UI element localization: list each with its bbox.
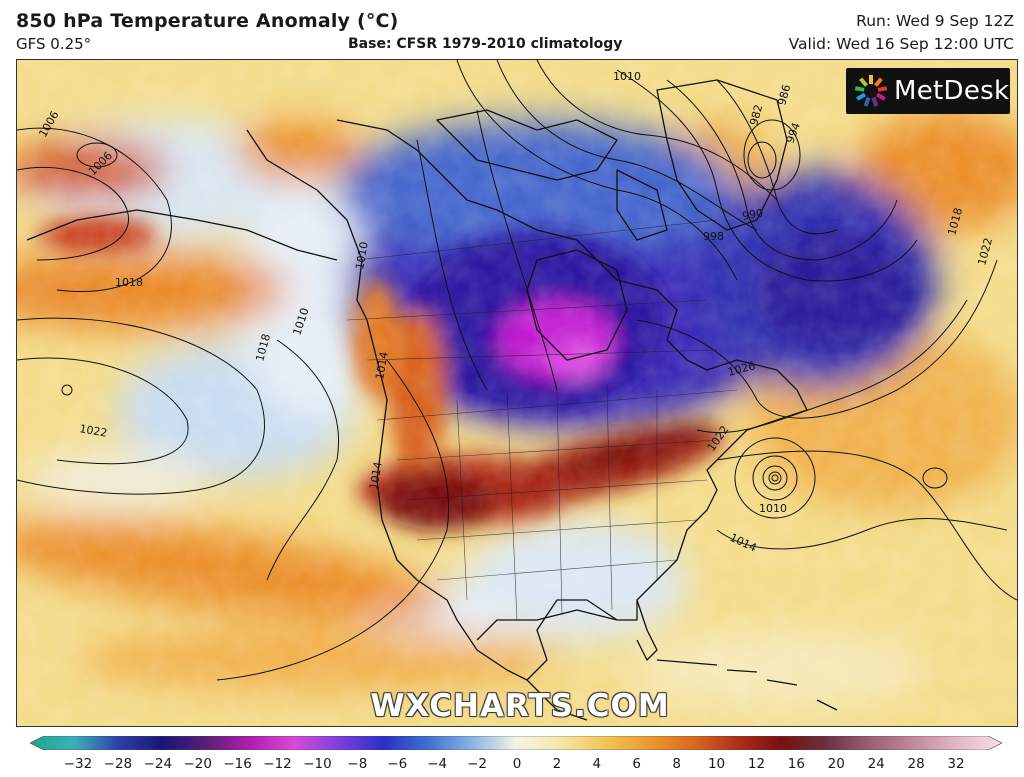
colorbar-tick-label: −4	[427, 756, 448, 772]
isobar	[76, 142, 118, 168]
colorbar-tick-label: 24	[867, 756, 885, 772]
colorbar-strip	[30, 736, 1002, 750]
isobar	[716, 79, 838, 235]
isobar	[216, 359, 449, 681]
colorbar-tick-label: 16	[787, 756, 805, 772]
baffin-island	[616, 169, 668, 241]
isobar-label: 1014	[373, 351, 391, 381]
isobar	[716, 518, 1008, 550]
model-label: GFS 0.25°	[16, 35, 92, 53]
valid-time-label: Valid: Wed 16 Sep 12:00 UTC	[788, 35, 1014, 53]
colorbar-tick-label: 32	[947, 756, 965, 772]
isobar	[476, 109, 558, 391]
brand-name: MetDesk	[894, 76, 1010, 106]
greenland-outline	[656, 79, 788, 231]
isobars	[17, 60, 1017, 681]
isobar	[17, 357, 189, 465]
isobar	[768, 471, 782, 485]
isobar	[17, 166, 129, 261]
isobar	[616, 69, 918, 282]
colorbar-tick-label: −10	[303, 756, 332, 772]
state-borders	[346, 219, 738, 621]
colorbar-tick-labels: −32 −28 −24 −20 −16 −12 −10 −8 −6 −4 −2 0 2 4 6 8 10 12 16…	[0, 756, 1024, 776]
anomaly-map: 1006 1018 1010 1018 1022 1014 1010 1006 …	[16, 59, 1018, 727]
isobar	[771, 474, 779, 482]
isobar	[266, 339, 339, 581]
isobar	[762, 465, 788, 491]
caribbean-islands	[656, 659, 838, 711]
isobar	[416, 139, 488, 391]
run-time-label: Run: Wed 9 Sep 12Z	[856, 12, 1014, 30]
temperature-colorbar	[30, 736, 1002, 750]
colorbar-tick-label: 12	[747, 756, 766, 772]
isobar	[496, 60, 758, 231]
texture-grain	[17, 60, 1017, 726]
isobar-label: 1018	[115, 276, 143, 289]
isobar	[696, 299, 968, 434]
hudson-bay-outline	[526, 249, 628, 361]
colorbar-tick-label: −28	[103, 756, 133, 772]
isobar-label: 986	[775, 83, 793, 107]
colorbar-tick-label: 8	[672, 756, 681, 772]
isobar-label: 1014	[367, 461, 385, 491]
colorbar-tick-label: 28	[907, 756, 925, 772]
isobar	[922, 467, 948, 489]
isobar	[536, 60, 778, 201]
wxcharts-watermark: WXCHARTS.COM	[370, 688, 670, 724]
colorbar-tick-label: −6	[387, 756, 408, 772]
isobar-label: 990	[741, 207, 764, 223]
isobar	[17, 127, 172, 292]
isobar-label: 1010	[353, 241, 371, 271]
colorbar-tick-label: 6	[632, 756, 642, 772]
colorbar-tick-label: −12	[263, 756, 292, 772]
isobar	[743, 119, 801, 191]
canadian-arctic-islands	[436, 109, 618, 181]
colorbar-tick-label: 0	[512, 756, 522, 772]
alaska-outline	[26, 209, 338, 261]
isobar	[716, 450, 1017, 601]
colorbar-tick-label: −16	[223, 756, 252, 772]
isobar	[456, 60, 738, 281]
coastlines	[26, 79, 838, 721]
florida-outline	[636, 599, 658, 661]
colorbar-tick-label: 20	[827, 756, 845, 772]
colorbar-tick-label: −2	[467, 756, 488, 772]
colorbar-tick-label: −32	[63, 756, 93, 772]
chart-title: 850 hPa Temperature Anomaly (°C)	[16, 10, 399, 32]
isobar	[17, 317, 265, 495]
central-america-outline	[526, 679, 588, 721]
isobar	[747, 141, 777, 179]
north-america-coastline	[246, 119, 808, 681]
isobar-label: 1010	[759, 502, 787, 515]
colorbar-tick-label: −8	[347, 756, 368, 772]
colorbar-tick-label: 4	[592, 756, 602, 772]
isobar	[61, 384, 73, 396]
colorbar-tick-label: −20	[183, 756, 212, 772]
gulf-coast	[476, 609, 618, 641]
isobar-label: 1010	[613, 70, 641, 83]
isobar-label: 1022	[78, 422, 108, 440]
isobar-label: 982	[747, 103, 765, 127]
climatology-base-label: Base: CFSR 1979-2010 climatology	[348, 36, 623, 52]
isobar	[666, 79, 898, 261]
starburst-logo-icon	[854, 75, 888, 107]
colorbar-tick-label: 10	[707, 756, 726, 772]
metdesk-badge[interactable]: MetDesk	[846, 68, 1010, 114]
colorbar-tick-label: −24	[143, 756, 173, 772]
colorbar-tick-label: 2	[552, 756, 562, 772]
isobar-label: 998	[703, 230, 724, 243]
isobar	[734, 437, 816, 519]
isobar	[636, 259, 998, 419]
isobar	[752, 455, 798, 501]
